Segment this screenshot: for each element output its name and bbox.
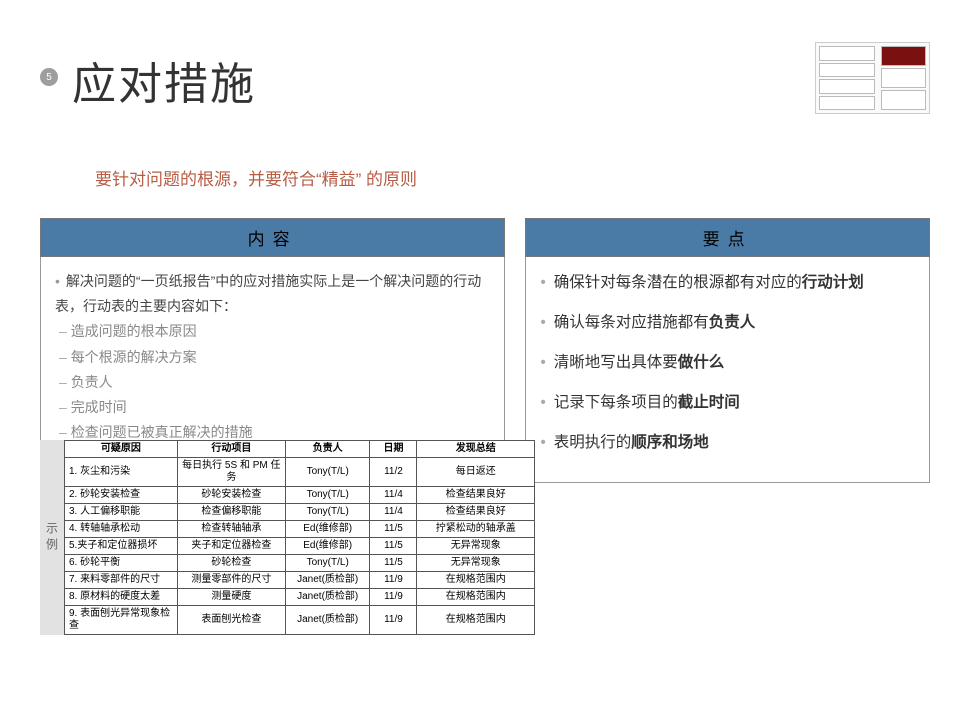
table-cell: 6. 砂轮平衡 bbox=[65, 555, 178, 572]
table-cell: Tony(T/L) bbox=[285, 458, 370, 487]
table-cell: 在规格范围内 bbox=[417, 572, 535, 589]
table-cell: 11/5 bbox=[370, 521, 417, 538]
table-cell: 无异常现象 bbox=[417, 538, 535, 555]
table-cell: 拧紧松动的轴承盖 bbox=[417, 521, 535, 538]
content-item: 每个根源的解决方案 bbox=[55, 345, 490, 370]
page-number-badge: 5 bbox=[40, 68, 58, 86]
table-cell: 检查结果良好 bbox=[417, 487, 535, 504]
table-cell: 每日执行 5S 和 PM 任务 bbox=[177, 458, 285, 487]
example-section: 示例 可疑原因行动项目负责人日期发现总结 1. 灰尘和污染每日执行 5S 和 P… bbox=[40, 440, 535, 635]
table-cell: 无异常现象 bbox=[417, 555, 535, 572]
table-cell: Ed(维修部) bbox=[285, 521, 370, 538]
table-cell: 在规格范围内 bbox=[417, 606, 535, 635]
table-row: 9. 表面刨光异常现象检查表面刨光检查Janet(质检部)11/9在规格范围内 bbox=[65, 606, 535, 635]
table-cell: 11/4 bbox=[370, 487, 417, 504]
table-cell: Janet(质检部) bbox=[285, 606, 370, 635]
slide-thumbnail bbox=[815, 42, 930, 114]
table-cell: 表面刨光检查 bbox=[177, 606, 285, 635]
table-cell: 砂轮安装检查 bbox=[177, 487, 285, 504]
point-item: 清晰地写出具体要做什么 bbox=[540, 349, 915, 377]
points-body: 确保针对每条潜在的根源都有对应的行动计划确认每条对应措施都有负责人清晰地写出具体… bbox=[525, 257, 930, 483]
table-row: 7. 来料零部件的尺寸测量零部件的尺寸Janet(质检部)11/9在规格范围内 bbox=[65, 572, 535, 589]
content-body: 解决问题的“一页纸报告”中的应对措施实际上是一个解决问题的行动表，行动表的主要内… bbox=[40, 257, 505, 460]
table-cell: 检查结果良好 bbox=[417, 504, 535, 521]
table-cell: 检查转轴轴承 bbox=[177, 521, 285, 538]
table-cell: 11/9 bbox=[370, 572, 417, 589]
table-cell: 测量零部件的尺寸 bbox=[177, 572, 285, 589]
table-cell: 1. 灰尘和污染 bbox=[65, 458, 178, 487]
table-header: 可疑原因 bbox=[65, 441, 178, 458]
table-row: 3. 人工偏移职能检查偏移职能Tony(T/L)11/4检查结果良好 bbox=[65, 504, 535, 521]
table-cell: 5.夹子和定位器损坏 bbox=[65, 538, 178, 555]
table-cell: Ed(维修部) bbox=[285, 538, 370, 555]
point-item: 表明执行的顺序和场地 bbox=[540, 429, 915, 457]
table-row: 2. 砂轮安装检查砂轮安装检查Tony(T/L)11/4检查结果良好 bbox=[65, 487, 535, 504]
table-cell: 11/4 bbox=[370, 504, 417, 521]
table-cell: 11/5 bbox=[370, 555, 417, 572]
table-cell: 砂轮检查 bbox=[177, 555, 285, 572]
table-cell: 11/9 bbox=[370, 606, 417, 635]
table-cell: 9. 表面刨光异常现象检查 bbox=[65, 606, 178, 635]
content-header: 内容 bbox=[40, 218, 505, 257]
point-item: 记录下每条项目的截止时间 bbox=[540, 389, 915, 417]
table-row: 4. 转轴轴承松动检查转轴轴承Ed(维修部)11/5拧紧松动的轴承盖 bbox=[65, 521, 535, 538]
table-header: 行动项目 bbox=[177, 441, 285, 458]
table-cell: Tony(T/L) bbox=[285, 487, 370, 504]
table-row: 8. 原材料的硬度太差测量硬度Janet(质检部)11/9在规格范围内 bbox=[65, 589, 535, 606]
page-subtitle: 要针对问题的根源，并要符合“精益” 的原则 bbox=[95, 165, 417, 190]
table-row: 1. 灰尘和污染每日执行 5S 和 PM 任务Tony(T/L)11/2每日返还 bbox=[65, 458, 535, 487]
points-column: 要点 确保针对每条潜在的根源都有对应的行动计划确认每条对应措施都有负责人清晰地写… bbox=[525, 218, 930, 483]
table-cell: Janet(质检部) bbox=[285, 572, 370, 589]
table-cell: 每日返还 bbox=[417, 458, 535, 487]
table-cell: Tony(T/L) bbox=[285, 555, 370, 572]
content-intro: 解决问题的“一页纸报告”中的应对措施实际上是一个解决问题的行动表，行动表的主要内… bbox=[55, 269, 490, 319]
table-header: 日期 bbox=[370, 441, 417, 458]
table-cell: 11/9 bbox=[370, 589, 417, 606]
points-header: 要点 bbox=[525, 218, 930, 257]
table-cell: 11/2 bbox=[370, 458, 417, 487]
table-cell: 7. 来料零部件的尺寸 bbox=[65, 572, 178, 589]
content-item: 造成问题的根本原因 bbox=[55, 319, 490, 344]
point-item: 确保针对每条潜在的根源都有对应的行动计划 bbox=[540, 269, 915, 297]
table-header: 发现总结 bbox=[417, 441, 535, 458]
table-cell: 3. 人工偏移职能 bbox=[65, 504, 178, 521]
table-cell: 8. 原材料的硬度太差 bbox=[65, 589, 178, 606]
table-cell: 11/5 bbox=[370, 538, 417, 555]
table-cell: Janet(质检部) bbox=[285, 589, 370, 606]
page-title: 应对措施 bbox=[72, 48, 256, 112]
table-cell: Tony(T/L) bbox=[285, 504, 370, 521]
example-label: 示例 bbox=[40, 440, 64, 635]
table-cell: 夹子和定位器检查 bbox=[177, 538, 285, 555]
example-table: 可疑原因行动项目负责人日期发现总结 1. 灰尘和污染每日执行 5S 和 PM 任… bbox=[64, 440, 535, 635]
table-cell: 在规格范围内 bbox=[417, 589, 535, 606]
table-row: 5.夹子和定位器损坏夹子和定位器检查Ed(维修部)11/5无异常现象 bbox=[65, 538, 535, 555]
table-cell: 检查偏移职能 bbox=[177, 504, 285, 521]
table-header: 负责人 bbox=[285, 441, 370, 458]
content-item: 完成时间 bbox=[55, 395, 490, 420]
point-item: 确认每条对应措施都有负责人 bbox=[540, 309, 915, 337]
content-item: 负责人 bbox=[55, 370, 490, 395]
table-cell: 2. 砂轮安装检查 bbox=[65, 487, 178, 504]
table-cell: 4. 转轴轴承松动 bbox=[65, 521, 178, 538]
table-cell: 测量硬度 bbox=[177, 589, 285, 606]
table-row: 6. 砂轮平衡砂轮检查Tony(T/L)11/5无异常现象 bbox=[65, 555, 535, 572]
